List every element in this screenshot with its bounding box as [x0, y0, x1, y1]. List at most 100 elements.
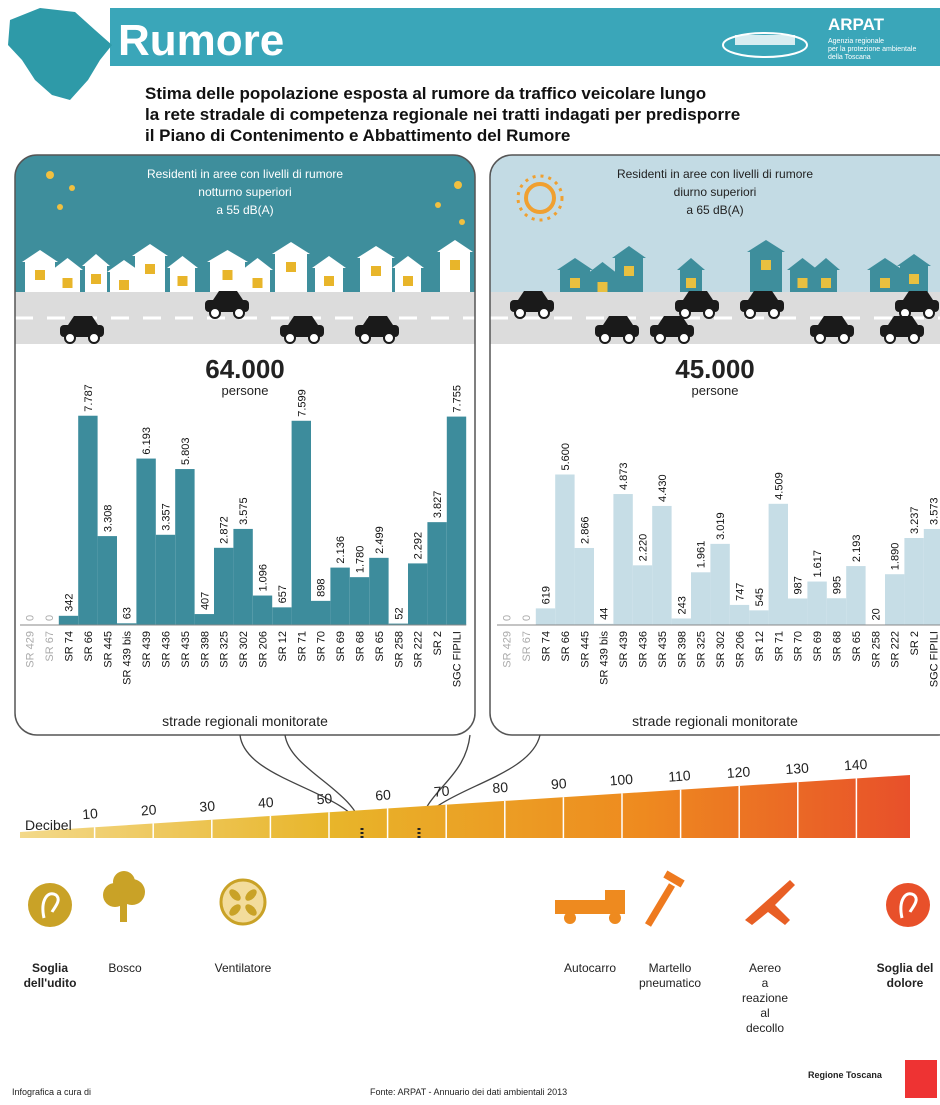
car-top [603, 316, 633, 325]
bar [749, 610, 769, 625]
subtitle: la rete stradale di competenza regionale… [145, 105, 740, 124]
scale-tick-label: 10 [82, 805, 99, 822]
region: Regione Toscana [808, 1070, 883, 1080]
bar [214, 547, 234, 625]
decibel-wedge [20, 775, 910, 838]
bar [311, 600, 331, 625]
x-tick-label: SR 12 [277, 631, 289, 662]
bar [768, 503, 788, 625]
bar [408, 563, 428, 625]
wheel [64, 332, 76, 344]
bar [388, 623, 408, 625]
plane-icon [745, 880, 795, 925]
chart-heading: notturno superiori [198, 185, 291, 199]
bar [78, 415, 98, 625]
value-label: 3.237 [909, 506, 921, 534]
wheel [538, 307, 550, 319]
value-label: 4.509 [773, 472, 785, 500]
window [761, 260, 771, 270]
wheel [88, 332, 100, 344]
ear-icon [28, 883, 72, 927]
x-tick-label: SR 439 [618, 631, 630, 668]
value-label: 1.961 [696, 541, 708, 569]
truck-icon [555, 890, 625, 924]
chart-total: 45.000 [675, 354, 755, 384]
stars [46, 171, 465, 225]
logo: ARPAT [828, 15, 885, 34]
value-label: 2.193 [851, 535, 863, 563]
x-tick-label: SR 398 [676, 631, 688, 668]
window [119, 280, 129, 290]
bar [632, 565, 653, 625]
bar [691, 572, 711, 625]
x-tick-label: SR 70 [793, 631, 805, 662]
scale-label: Decibel [25, 817, 72, 833]
value-label: 1.780 [355, 546, 367, 574]
x-tick-label: SR 429 [25, 631, 37, 668]
chart-unit: persone [692, 383, 739, 398]
car-top [213, 291, 243, 300]
tuscany-map [8, 8, 112, 100]
title-banner [110, 8, 940, 66]
scale-tick-label: 100 [609, 771, 634, 789]
pain-icon [886, 883, 930, 927]
x-tick-label: SGC FIPILI [452, 631, 464, 687]
bar [330, 567, 350, 625]
wheel [923, 307, 935, 319]
x-tick-label: SR 445 [102, 631, 114, 668]
pain-glyph [899, 892, 918, 919]
logo-sub: della Toscana [828, 54, 871, 61]
roof [357, 246, 395, 258]
source-label: Bosco [108, 961, 142, 975]
sun [516, 174, 564, 222]
roof [312, 256, 346, 268]
scale-tick-label: 110 [668, 767, 692, 785]
fan-icon [219, 878, 267, 926]
bar [885, 574, 905, 625]
value-label: 2.499 [374, 526, 386, 554]
value-label: 3.357 [161, 503, 173, 531]
chart-heading: Residenti in aree con livelli di rumore [147, 167, 343, 181]
ear-glyph [41, 892, 60, 919]
value-label: 0 [44, 615, 56, 621]
value-label: 243 [676, 596, 688, 614]
x-axis-label: strade regionali monitorate [162, 713, 328, 729]
x-tick-label: SR 439 bis [599, 631, 611, 685]
bar [136, 458, 156, 625]
x-tick-label: SR 325 [696, 631, 708, 668]
window [450, 260, 460, 270]
tree-icon [103, 871, 145, 922]
source-label: Soglia dell'udito [24, 961, 77, 990]
car-top [903, 291, 933, 300]
value-label: 987 [793, 576, 805, 594]
bar [904, 538, 924, 625]
wheel [768, 307, 780, 319]
value-label: 1.617 [812, 550, 824, 578]
panel-left [14, 154, 476, 736]
value-label: 0 [521, 615, 533, 621]
subtitle: il Piano di Contenimento e Abbattimento … [145, 126, 570, 145]
x-tick-label: SR 66 [560, 631, 572, 662]
x-tick-label: SR 65 [851, 631, 863, 662]
x-tick-label: SGC FIPILI [929, 631, 940, 687]
window [403, 276, 413, 286]
x-tick-label: SR 398 [199, 631, 211, 668]
window [880, 278, 890, 288]
bar [846, 566, 866, 625]
wheel [383, 332, 395, 344]
x-tick-label: SR 69 [335, 631, 347, 662]
x-tick-label: SR 65 [374, 631, 386, 662]
window [286, 262, 296, 272]
bar [233, 528, 253, 625]
value-label: 52 [393, 607, 405, 619]
window [252, 278, 263, 288]
value-label: 1.890 [890, 543, 902, 571]
bar [710, 543, 730, 625]
value-label: 407 [199, 592, 211, 610]
roof [587, 262, 618, 274]
value-label: 3.827 [432, 491, 444, 519]
wheel [679, 307, 691, 319]
logo-sub: Agenzia regionale [828, 38, 884, 45]
x-tick-label: SR 67 [521, 631, 533, 662]
